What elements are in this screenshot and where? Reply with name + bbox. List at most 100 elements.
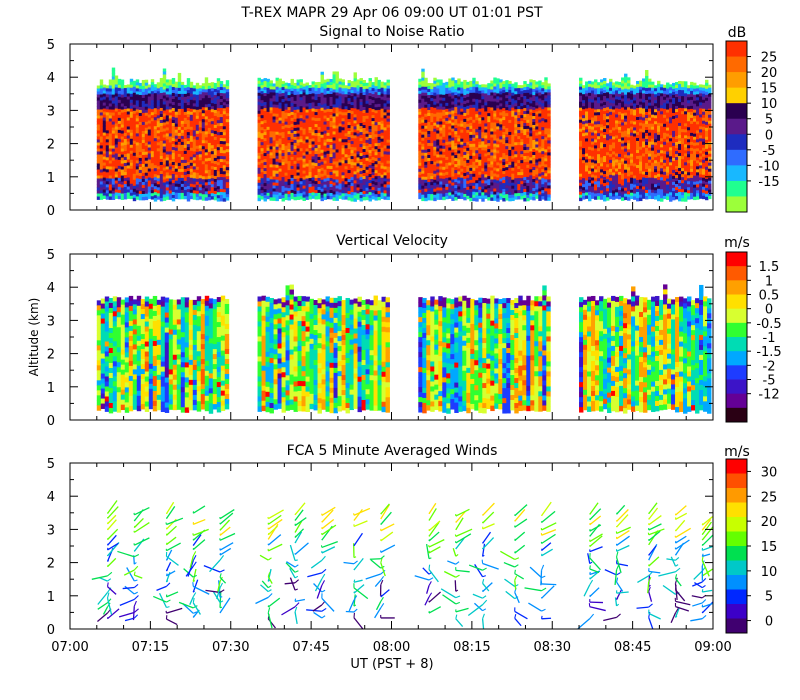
snr-cell [99, 118, 104, 122]
snr-cell [353, 120, 357, 124]
snr-cell [353, 78, 357, 82]
snr-cell [204, 116, 209, 120]
snr-cell [335, 170, 339, 174]
snr-cell [427, 193, 431, 198]
snr-cell [496, 102, 500, 106]
snr-cell [317, 84, 321, 89]
snr-cell [341, 154, 345, 158]
snr-cell [362, 160, 366, 165]
snr-cell [365, 115, 369, 120]
snr-cell [481, 135, 485, 139]
snr-cell [332, 95, 336, 99]
snr-cell [275, 134, 279, 139]
snr-cell [290, 153, 294, 158]
snr-cell [323, 163, 327, 167]
snr-cell [108, 118, 113, 122]
snr-cell [371, 181, 375, 185]
snr-cell [329, 145, 333, 149]
snr-cell [189, 114, 194, 119]
snr-cell [195, 169, 200, 174]
snr-cell [153, 195, 158, 199]
snr-cell [335, 176, 339, 180]
snr-cell [117, 78, 122, 83]
snr-cell [165, 163, 170, 167]
snr-cell [487, 152, 491, 156]
snr-cell [469, 134, 473, 139]
snr-cell [99, 79, 104, 83]
snr-cell [299, 157, 303, 161]
snr-cell [451, 92, 455, 96]
snr-cell [198, 112, 203, 116]
snr-cell [123, 118, 128, 122]
snr-cell [353, 147, 357, 151]
snr-cell [511, 155, 515, 160]
snr-cell [311, 90, 315, 94]
snr-cell [198, 127, 203, 131]
snr-cell [195, 196, 200, 201]
snr-cell [257, 101, 261, 106]
snr-cell [305, 100, 309, 104]
snr-cell [320, 110, 324, 115]
snr-cell [195, 145, 200, 150]
snr-cell [472, 95, 476, 100]
snr-cell [463, 184, 467, 189]
snr-cell [502, 198, 506, 202]
snr-cell [219, 195, 224, 199]
snr-cell [439, 193, 443, 197]
snr-cell [174, 153, 179, 158]
snr-cell [174, 117, 179, 122]
snr-cell [332, 104, 336, 108]
snr-cell [96, 172, 101, 176]
snr-cell [174, 168, 179, 173]
snr-cell [356, 142, 360, 146]
snr-cell [487, 188, 491, 192]
snr-cell [177, 78, 182, 83]
snr-cell [350, 174, 354, 178]
snr-cell [377, 157, 381, 162]
snr-cell [481, 168, 485, 172]
snr-cell [463, 88, 467, 93]
snr-cell [454, 170, 458, 174]
snr-cell [302, 98, 306, 102]
snr-cell [421, 182, 425, 187]
snr-cell [99, 91, 104, 95]
snr-cell [174, 144, 179, 149]
snr-cell [120, 124, 125, 128]
snr-cell [481, 189, 485, 193]
snr-cell [102, 141, 107, 145]
snr-cell [430, 101, 434, 105]
snr-cell [487, 161, 491, 165]
snr-cell [475, 195, 479, 199]
snr-cell [183, 114, 188, 119]
snr-cell [99, 139, 104, 143]
snr-cell [99, 172, 104, 176]
snr-cell [463, 118, 467, 123]
snr-cell [493, 104, 497, 108]
snr-cell [359, 123, 363, 127]
snr-cell [329, 115, 333, 119]
snr-cell [114, 105, 119, 109]
snr-cell [108, 166, 113, 170]
snr-cell [457, 174, 461, 178]
snr-cell [177, 144, 182, 149]
snr-cell [207, 154, 212, 159]
snr-cell [478, 126, 482, 131]
snr-cell [117, 123, 122, 128]
snr-cell [356, 181, 360, 185]
snr-cell [302, 164, 306, 168]
snr-cell [433, 143, 437, 148]
snr-cell [484, 180, 488, 184]
snr-cell [457, 84, 461, 88]
snr-cell [514, 193, 518, 197]
snr-cell [460, 135, 464, 140]
snr-cell [132, 191, 137, 196]
snr-cell [374, 134, 378, 138]
snr-cell [523, 123, 527, 127]
snr-cell [368, 198, 372, 202]
snr-cell [356, 172, 360, 176]
snr-cell [108, 115, 113, 119]
snr-cell [484, 114, 488, 118]
snr-cell [213, 130, 218, 135]
snr-cell [514, 178, 518, 182]
snr-cell [526, 92, 530, 97]
